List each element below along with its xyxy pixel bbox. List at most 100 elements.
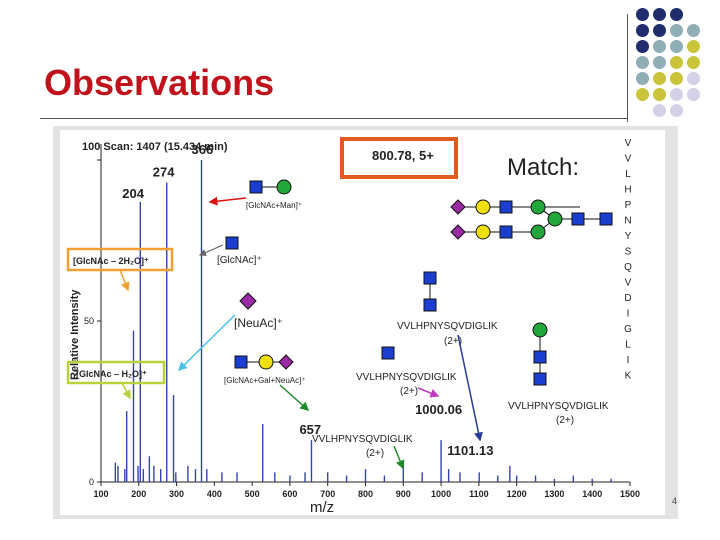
x-tick-label: 1300 <box>544 489 564 499</box>
match-label: Match: <box>507 154 579 181</box>
arrow-lime <box>121 382 131 400</box>
decor-dot <box>687 56 700 69</box>
annotation-peptide-d-charge: (2+) <box>556 415 574 426</box>
glcnac-icon <box>423 298 437 312</box>
y-axis-label: Relative Intensity <box>69 289 81 380</box>
annotation-peptide-b: VVLHPNYSQVDIGLIK <box>356 372 457 383</box>
x-axis-label: m/z <box>310 499 334 515</box>
sequence-residue: Y <box>625 231 632 242</box>
neuac-icon <box>278 354 294 370</box>
decor-dot <box>670 40 683 53</box>
x-tick-label: 300 <box>169 489 184 499</box>
sequence-residue: L <box>625 340 631 351</box>
x-ticks: 100 200 300 400 500 600 700 800 900 1000 1100 1200 1… <box>93 482 640 499</box>
decor-dot <box>687 24 700 37</box>
annotation-glcnac: [GlcNAc]⁺ <box>217 255 262 266</box>
x-tick-label: 1100 <box>469 489 489 499</box>
annotation-peptide-a: VVLHPNYSQVDIGLIK <box>397 321 498 332</box>
peak-label: 204 <box>122 186 144 201</box>
peak-label: 657 <box>299 422 321 437</box>
glcnac-icon <box>499 225 513 239</box>
glcnac-icon <box>381 346 395 360</box>
decor-dot <box>653 88 666 101</box>
decor-dot <box>670 72 683 85</box>
annotation-peptide-a-charge: (2+) <box>444 336 462 347</box>
sequence-residue: I <box>627 355 630 366</box>
decor-vertical-line <box>627 14 628 122</box>
annotation-box-green <box>66 360 166 385</box>
x-tick-label: 700 <box>320 489 335 499</box>
decor-dot <box>687 88 700 101</box>
glcnac-icon <box>225 236 239 250</box>
glcnac-icon <box>571 212 585 226</box>
precursor-box <box>340 137 458 179</box>
sequence-residue: Q <box>624 262 632 273</box>
glcnac-icon <box>499 200 513 214</box>
y-ticks: 0 50 <box>84 159 101 487</box>
peptide-sequence-column: VVLHPNYSQVDIGLIK <box>624 138 632 382</box>
sequence-residue: K <box>625 371 632 382</box>
decor-dot <box>670 104 683 117</box>
annotation-peptide-b-charge: (2+) <box>400 386 418 397</box>
peak-group <box>114 160 612 482</box>
arrow-orange <box>119 269 130 292</box>
man-icon <box>547 211 563 227</box>
arrow-cyan <box>177 314 236 372</box>
full-glycan <box>450 199 613 240</box>
man-icon <box>276 179 292 195</box>
annotation-glcnac-gal-neuac: [GlcNAc+Gal+NeuAc]⁺ <box>224 376 306 385</box>
decor-dot <box>687 72 700 85</box>
decor-dot <box>653 56 666 69</box>
decor-dot <box>653 8 666 21</box>
glcnac-icon <box>234 355 248 369</box>
decor-dot <box>636 24 649 37</box>
arrow-magenta <box>417 387 440 398</box>
gal-icon <box>475 199 491 215</box>
peak-label: 274 <box>153 165 175 180</box>
decor-dot <box>636 56 649 69</box>
man-icon <box>532 322 548 338</box>
decor-dot <box>653 104 666 117</box>
sequence-residue: N <box>624 216 631 227</box>
sequence-residue: V <box>625 154 632 165</box>
glycan-structures <box>225 179 613 386</box>
y-tick-label: 0 <box>89 477 94 487</box>
x-tick-label: 500 <box>245 489 260 499</box>
annotation-glcnac-h2o: [GlcNAc – H₂O]⁺ <box>76 369 147 379</box>
x-tick-label: 800 <box>358 489 373 499</box>
decor-dot <box>687 40 700 53</box>
peak-label-group: 204 274 366 657 1000.06 1101.13 <box>122 142 493 458</box>
annotation-neuac: [NeuAc]⁺ <box>234 316 283 330</box>
page-number: 4 <box>672 496 678 506</box>
peak-label: 366 <box>192 142 214 157</box>
sequence-residue: G <box>624 324 632 335</box>
gal-icon <box>475 224 491 240</box>
man-icon <box>530 224 546 240</box>
annotation-peptide-c: VVLHPNYSQVDIGLIK <box>312 434 413 445</box>
decor-dot <box>636 88 649 101</box>
sequence-residue: I <box>627 309 630 320</box>
sequence-residue: P <box>625 200 632 211</box>
title-underline <box>40 118 628 119</box>
peak-label: 1000.06 <box>415 402 462 417</box>
x-tick-label: 600 <box>282 489 297 499</box>
y-tick-label: 50 <box>84 316 94 326</box>
slide-title: Observations <box>44 62 275 103</box>
decor-dot <box>670 8 683 21</box>
sequence-residue: L <box>625 169 631 180</box>
arrow-gray <box>198 244 224 256</box>
chart-title: 100 Scan: 1407 (15.434 min) <box>82 141 228 153</box>
chart-background <box>60 130 665 515</box>
x-tick-label: 900 <box>396 489 411 499</box>
gal-icon <box>258 354 274 370</box>
arrow-blue <box>457 334 483 442</box>
neuac-icon <box>450 199 466 215</box>
decor-dot <box>653 40 666 53</box>
sequence-residue: V <box>625 278 632 289</box>
man-icon <box>530 199 546 215</box>
decor-dot <box>653 24 666 37</box>
x-tick-label: 400 <box>207 489 222 499</box>
glcnac-icon <box>533 350 547 364</box>
x-tick-label: 1200 <box>507 489 527 499</box>
arrow-red <box>208 196 247 206</box>
